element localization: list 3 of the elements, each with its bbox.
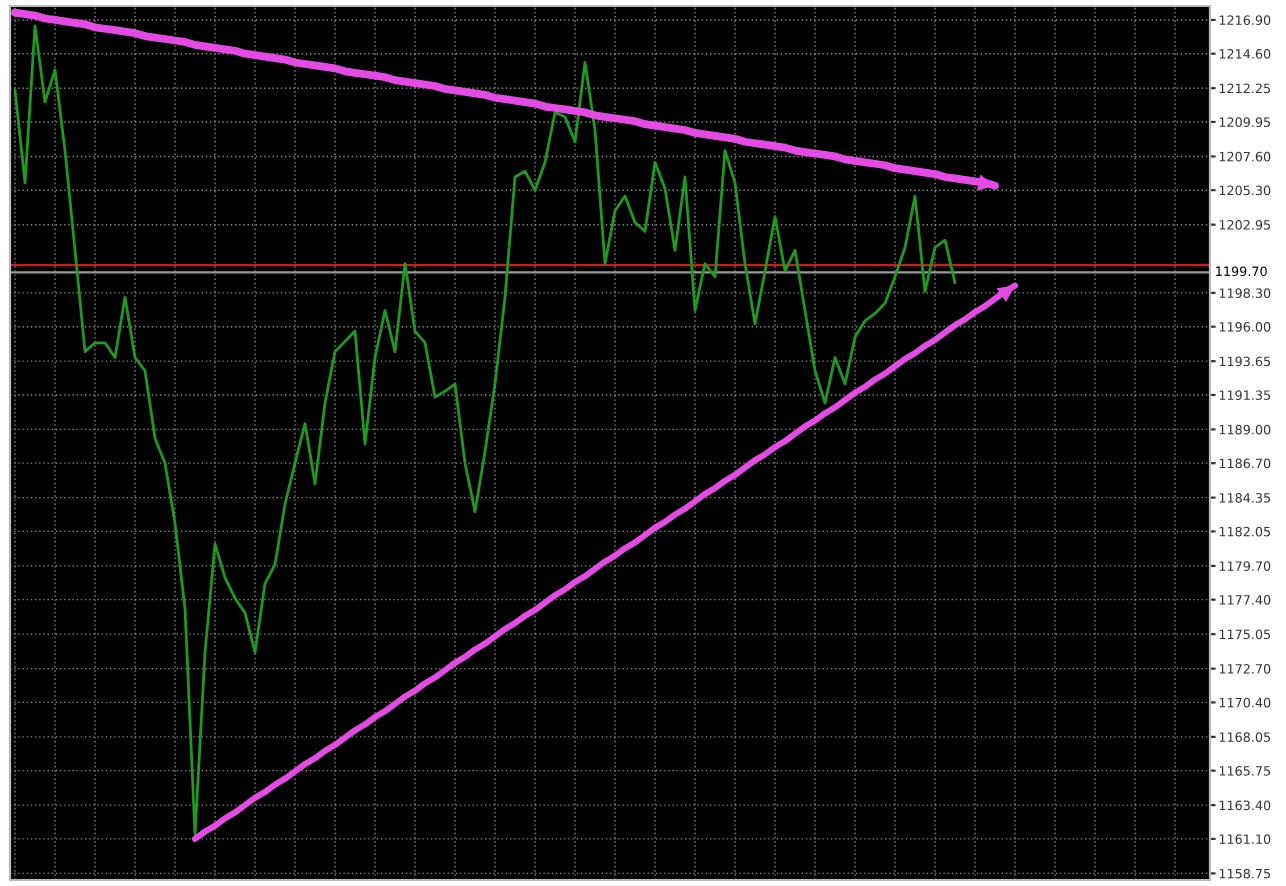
line-series [191,282,1019,842]
line-series [11,8,999,191]
line-series [13,24,957,836]
